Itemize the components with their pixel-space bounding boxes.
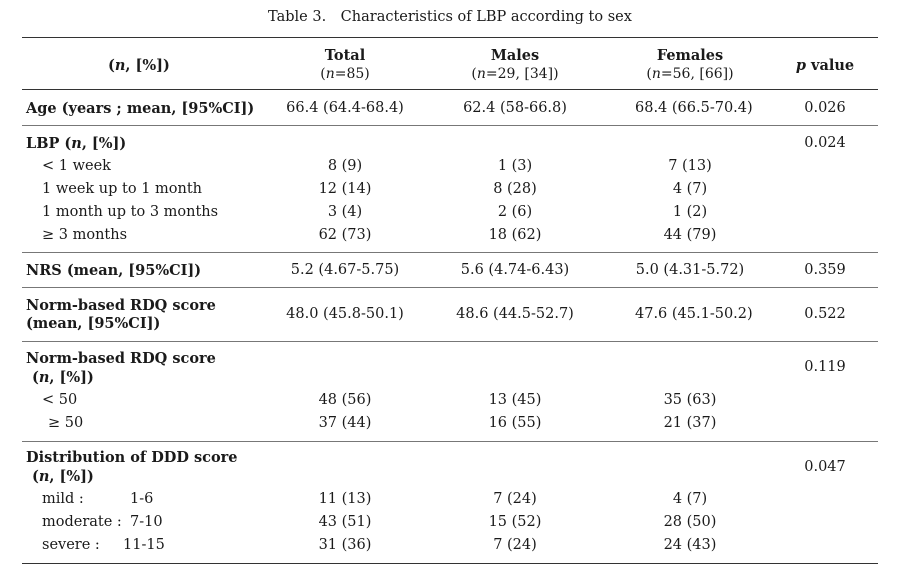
lbp-row-females: 44 (79) — [663, 227, 717, 243]
top-rule — [22, 37, 878, 39]
rdq-cat-row-females: 35 (63) — [663, 392, 717, 408]
nrs-p: 0.359 — [804, 262, 846, 278]
age-p: 0.026 — [804, 100, 846, 116]
table-caption: Table 3. Characteristics of LBP accordin… — [268, 9, 632, 25]
section-rule — [22, 341, 878, 342]
ddd-row-range: 11-15 — [123, 537, 165, 553]
ddd-row-females: 4 (7) — [672, 491, 708, 507]
bottom-rule — [22, 563, 878, 565]
lbp-row-males: 8 (28) — [493, 181, 537, 197]
lbp-row-label: ≥ 3 months — [42, 227, 128, 243]
nrs-label: NRS (mean, [95%CI]) — [26, 262, 202, 279]
section-rule — [22, 252, 878, 253]
ddd-row-males: 7 (24) — [493, 537, 537, 553]
header-total-sub: (n=85) — [320, 66, 370, 82]
lbp-row-total: 12 (14) — [318, 181, 372, 197]
lbp-row-total: 62 (73) — [318, 227, 372, 243]
age-label: Age (years ; mean, [95%CI]) — [26, 100, 255, 117]
nrs-females: 5.0 (4.31-5.72) — [635, 262, 745, 278]
ddd-p: 0.047 — [804, 459, 846, 475]
lbp-row-males: 18 (62) — [488, 227, 542, 243]
rdq-mean-males: 48.6 (44.5-52.7) — [456, 306, 574, 322]
rdq-mean-label: Norm-based RDQ score — [26, 297, 216, 314]
ddd-row-total: 11 (13) — [318, 491, 372, 507]
ddd-row-label: mild : — [42, 491, 84, 507]
lbp-row-females: 1 (2) — [672, 204, 708, 220]
rdq-cat-row-total: 37 (44) — [318, 415, 372, 431]
lbp-row-label: 1 week up to 1 month — [42, 181, 203, 197]
header-p-value: p value — [795, 57, 855, 74]
lbp-row-total: 8 (9) — [327, 158, 363, 174]
rdq-cat-p: 0.119 — [804, 359, 846, 375]
header-females-sub: (n=56, [66]) — [646, 66, 734, 82]
ddd-row-range: 7-10 — [130, 514, 163, 530]
rdq-cat-label: Norm-based RDQ score — [26, 350, 216, 367]
header-total: Total — [324, 47, 366, 64]
rdq-cat-row-label: < 50 — [42, 392, 78, 408]
lbp-row-females: 4 (7) — [672, 181, 708, 197]
nrs-total: 5.2 (4.67-5.75) — [290, 262, 400, 278]
header-males-sub: (n=29, [34]) — [471, 66, 559, 82]
lbp-p: 0.024 — [804, 135, 846, 151]
ddd-row-males: 7 (24) — [493, 491, 537, 507]
header-females: Females — [656, 47, 724, 64]
ddd-row-total: 43 (51) — [318, 514, 372, 530]
age-total: 66.4 (64.4-68.4) — [286, 100, 404, 116]
ddd-row-males: 15 (52) — [488, 514, 542, 530]
lbp-row-label: 1 month up to 3 months — [42, 204, 219, 220]
section-rule — [22, 125, 878, 126]
age-females: 68.4 (66.5-70.4) — [635, 100, 753, 116]
rdq-cat-row-males: 13 (45) — [488, 392, 542, 408]
lbp-row-total: 3 (4) — [327, 204, 363, 220]
ddd-row-females: 24 (43) — [663, 537, 717, 553]
lbp-row-females: 7 (13) — [668, 158, 712, 174]
rdq-mean-p: 0.522 — [804, 306, 846, 322]
ddd-row-total: 31 (36) — [318, 537, 372, 553]
lbp-row-males: 1 (3) — [497, 158, 533, 174]
rdq-mean-females: 47.6 (45.1-50.2) — [635, 306, 753, 322]
lbp-row-label: < 1 week — [42, 158, 111, 174]
lbp-row-males: 2 (6) — [497, 204, 533, 220]
header-stub: (n, [%]) — [108, 57, 170, 74]
age-males: 62.4 (58-66.8) — [463, 100, 567, 116]
header-males: Males — [490, 47, 540, 64]
rdq-cat-row-label: ≥ 50 — [48, 415, 84, 431]
ddd-row-females: 28 (50) — [663, 514, 717, 530]
lbp-label: LBP (n, [%]) — [26, 135, 127, 152]
ddd-label: Distribution of DDD score — [26, 449, 238, 466]
header-rule — [22, 89, 878, 91]
rdq-mean-total: 48.0 (45.8-50.1) — [286, 306, 404, 322]
rdq-cat-row-total: 48 (56) — [318, 392, 372, 408]
ddd-row-label: severe : — [42, 537, 100, 553]
rdq-mean-sublabel: (mean, [95%CI]) — [26, 315, 161, 332]
rdq-cat-row-males: 16 (55) — [488, 415, 542, 431]
rdq-cat-row-females: 21 (37) — [663, 415, 717, 431]
ddd-row-range: 1-6 — [130, 491, 154, 507]
section-rule — [22, 287, 878, 288]
nrs-males: 5.6 (4.74-6.43) — [460, 262, 570, 278]
ddd-sublabel: (n, [%]) — [32, 468, 94, 485]
rdq-cat-sublabel: (n, [%]) — [32, 369, 94, 386]
ddd-row-label: moderate : — [42, 514, 122, 530]
section-rule — [22, 441, 878, 442]
